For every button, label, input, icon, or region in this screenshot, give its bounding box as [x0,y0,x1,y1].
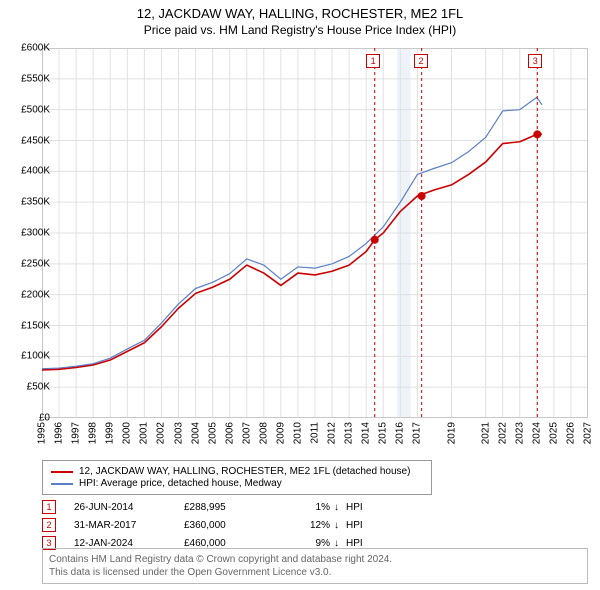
x-tick-label: 2001 [139,422,150,444]
x-tick-label: 2024 [531,422,542,444]
footer-line2: This data is licensed under the Open Gov… [49,566,581,579]
sale-arrow-icon: ↓ [334,538,346,549]
legend-item-hpi: HPI: Average price, detached house, Medw… [51,478,423,489]
sale-arrow-icon: ↓ [334,502,346,513]
sale-pct: 1% [294,502,334,513]
x-tick-label: 1999 [105,422,116,444]
x-tick-label: 2016 [395,422,406,444]
legend-swatch-hpi [51,483,73,485]
x-tick-label: 2021 [480,422,491,444]
y-tick-label: £250K [6,258,50,269]
footer-line1: Contains HM Land Registry data © Crown c… [49,553,581,566]
x-tick-label: 2005 [207,422,218,444]
plot-area [42,48,588,418]
y-tick-label: £150K [6,320,50,331]
x-tick-label: 2025 [548,422,559,444]
x-tick-label: 2017 [412,422,423,444]
y-tick-label: £350K [6,197,50,208]
legend: 12, JACKDAW WAY, HALLING, ROCHESTER, ME2… [42,460,432,495]
x-tick-label: 2009 [275,422,286,444]
legend-label-hpi: HPI: Average price, detached house, Medw… [79,478,282,489]
x-tick-label: 2015 [378,422,389,444]
x-tick-label: 2002 [156,422,167,444]
sale-marker-1: 1 [366,54,380,68]
x-tick-label: 2010 [292,422,303,444]
x-tick-label: 2019 [446,422,457,444]
footer-attribution: Contains HM Land Registry data © Crown c… [42,548,588,584]
sale-num: 1 [42,500,56,514]
sale-pct: 9% [294,538,334,549]
y-tick-label: £50K [6,382,50,393]
legend-item-property: 12, JACKDAW WAY, HALLING, ROCHESTER, ME2… [51,466,423,477]
sale-num: 2 [42,518,56,532]
legend-label-property: 12, JACKDAW WAY, HALLING, ROCHESTER, ME2… [79,466,410,477]
chart-container: 12, JACKDAW WAY, HALLING, ROCHESTER, ME2… [0,0,600,590]
y-tick-label: £300K [6,228,50,239]
x-tick-label: 2003 [173,422,184,444]
x-tick-label: 2022 [497,422,508,444]
sale-table: 126-JUN-2014£288,9951%↓HPI231-MAR-2017£3… [42,498,386,552]
x-tick-label: 1997 [71,422,82,444]
x-tick-label: 2008 [258,422,269,444]
sale-pct: 12% [294,520,334,531]
sale-hpi-label: HPI [346,502,386,513]
sale-price: £460,000 [184,538,294,549]
y-tick-label: £100K [6,351,50,362]
legend-swatch-property [51,471,73,473]
x-tick-label: 2011 [310,422,321,444]
x-tick-label: 2023 [514,422,525,444]
y-tick-label: £400K [6,166,50,177]
x-tick-label: 2006 [224,422,235,444]
sale-date: 31-MAR-2017 [74,520,184,531]
y-tick-label: £500K [6,104,50,115]
chart-subtitle: Price paid vs. HM Land Registry's House … [0,23,600,37]
sale-row: 1 26-JUN-2014£288,9951%↓HPI [42,498,386,516]
sale-marker-2: 2 [414,54,428,68]
sale-price: £288,995 [184,502,294,513]
x-tick-label: 2012 [327,422,338,444]
plot-svg [42,48,588,418]
y-tick-label: £550K [6,73,50,84]
sale-arrow-icon: ↓ [334,520,346,531]
x-tick-label: 1996 [54,422,65,444]
x-tick-label: 2027 [583,422,594,444]
x-tick-label: 2000 [122,422,133,444]
x-tick-label: 2004 [190,422,201,444]
sale-date: 12-JAN-2024 [74,538,184,549]
y-tick-label: £200K [6,289,50,300]
sale-hpi-label: HPI [346,520,386,531]
sale-hpi-label: HPI [346,538,386,549]
x-tick-label: 2026 [565,422,576,444]
x-tick-label: 2013 [344,422,355,444]
x-tick-label: 2007 [241,422,252,444]
sale-price: £360,000 [184,520,294,531]
x-tick-label: 1995 [37,422,48,444]
sale-row: 2 31-MAR-2017£360,00012%↓HPI [42,516,386,534]
sale-marker-3: 3 [528,54,542,68]
chart-title-address: 12, JACKDAW WAY, HALLING, ROCHESTER, ME2… [0,6,600,21]
y-tick-label: £450K [6,135,50,146]
title-block: 12, JACKDAW WAY, HALLING, ROCHESTER, ME2… [0,0,600,37]
x-tick-label: 2014 [361,422,372,444]
x-tick-label: 1998 [88,422,99,444]
sale-date: 26-JUN-2014 [74,502,184,513]
y-tick-label: £600K [6,43,50,54]
